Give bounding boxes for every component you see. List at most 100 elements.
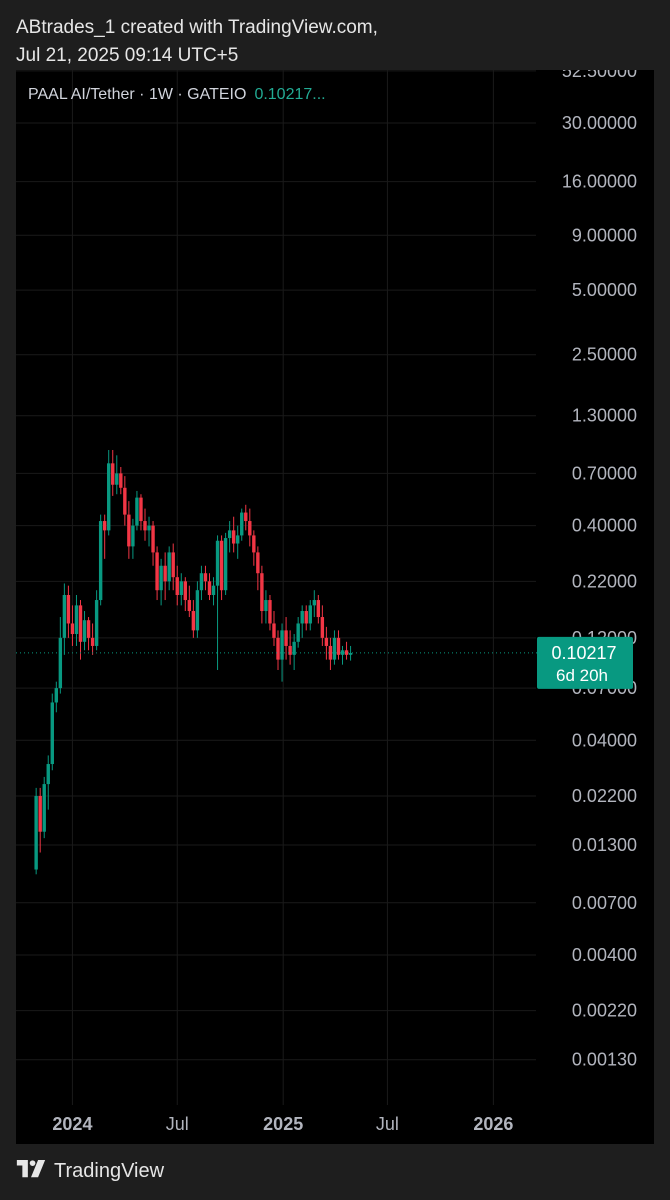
candle bbox=[155, 546, 159, 601]
candle bbox=[292, 634, 296, 670]
candle bbox=[123, 476, 127, 526]
candle-body bbox=[147, 525, 151, 531]
candle bbox=[272, 611, 276, 646]
candle-body bbox=[252, 535, 256, 553]
candle-body bbox=[62, 594, 67, 638]
symbol-legend[interactable]: PAAL AI/Tether · 1W · GATEIO 0.10217... bbox=[28, 86, 326, 104]
candle-body bbox=[348, 652, 353, 655]
candle bbox=[163, 552, 167, 601]
candle-body bbox=[292, 641, 296, 655]
candle-body bbox=[78, 605, 83, 642]
candle-body bbox=[107, 463, 111, 531]
chart-grid bbox=[16, 70, 536, 1105]
candle bbox=[147, 516, 151, 547]
candle-body bbox=[127, 514, 131, 547]
candle bbox=[203, 565, 208, 591]
candle-body bbox=[268, 600, 272, 624]
tradingview-footer: TradingView bbox=[16, 1156, 164, 1186]
candle bbox=[46, 755, 50, 810]
x-tick-label: 2026 bbox=[473, 1114, 513, 1134]
candle-body bbox=[50, 702, 54, 765]
candle-body bbox=[191, 611, 196, 631]
candle-body bbox=[280, 630, 284, 660]
candle bbox=[332, 630, 337, 665]
candle-body bbox=[135, 497, 139, 526]
candle-body bbox=[236, 535, 240, 544]
candle bbox=[195, 581, 200, 638]
candle bbox=[171, 543, 175, 591]
candle bbox=[300, 605, 304, 638]
candle bbox=[236, 525, 240, 559]
candle bbox=[191, 600, 196, 638]
candle-body bbox=[70, 623, 75, 635]
candle-body bbox=[143, 521, 147, 531]
y-tick-label: 0.02200 bbox=[572, 786, 637, 806]
candle bbox=[66, 585, 71, 638]
candle bbox=[336, 630, 341, 660]
candle-body bbox=[260, 573, 264, 612]
footer-brand: TradingView bbox=[54, 1159, 165, 1182]
candle bbox=[115, 455, 119, 495]
y-tick-label: 0.70000 bbox=[572, 463, 637, 483]
candle bbox=[304, 605, 308, 631]
legend-price: 0.10217... bbox=[254, 86, 326, 103]
candle-body bbox=[155, 552, 159, 591]
candle bbox=[42, 776, 46, 839]
y-tick-label: 0.22000 bbox=[572, 571, 637, 591]
candle bbox=[119, 466, 123, 495]
candle-body bbox=[159, 565, 163, 591]
candle bbox=[74, 594, 79, 646]
candle bbox=[252, 530, 256, 566]
candle bbox=[260, 565, 264, 624]
candle bbox=[90, 623, 95, 655]
y-tick-label: 2.50000 bbox=[572, 345, 637, 365]
candle-body bbox=[90, 637, 95, 646]
candle bbox=[244, 504, 248, 531]
candle bbox=[264, 590, 268, 624]
candle-body bbox=[340, 650, 345, 655]
candle-body bbox=[102, 521, 107, 531]
candle-body bbox=[38, 796, 42, 832]
candle-body bbox=[240, 512, 244, 536]
candle bbox=[276, 630, 280, 670]
candle-body bbox=[74, 605, 79, 635]
candle-body bbox=[66, 594, 71, 624]
candle-body bbox=[139, 497, 143, 522]
tradingview-logo-icon bbox=[16, 1160, 46, 1178]
candlestick-chart[interactable]: 52.50000 30.00000 16.00000 9.00000 5.00000 2.… bbox=[16, 70, 654, 1144]
candle bbox=[34, 787, 38, 875]
candle-body bbox=[123, 487, 127, 515]
candle-body bbox=[336, 637, 341, 655]
candle-body bbox=[344, 650, 349, 655]
chart-area[interactable]: 52.50000 30.00000 16.00000 9.00000 5.00000 2.… bbox=[16, 70, 654, 1144]
price-tag-countdown: 6d 20h bbox=[556, 666, 608, 685]
candle-body bbox=[256, 552, 260, 574]
candle bbox=[78, 600, 83, 660]
candle bbox=[231, 516, 236, 553]
price-tag-value: 0.10217 bbox=[551, 643, 616, 663]
candle bbox=[187, 585, 192, 618]
candle-body bbox=[304, 611, 308, 624]
candle bbox=[223, 532, 228, 595]
candle bbox=[135, 490, 139, 531]
caption-date-line: Jul 21, 2025 09:14 UTC+5 bbox=[16, 45, 239, 66]
y-tick-label: 16.00000 bbox=[562, 172, 637, 192]
y-tick-label: 0.00400 bbox=[572, 945, 637, 965]
candle bbox=[151, 521, 155, 566]
candle bbox=[344, 641, 349, 660]
x-tick-label: 2024 bbox=[52, 1114, 92, 1134]
candle bbox=[227, 521, 232, 553]
candle bbox=[139, 494, 143, 531]
candle-body bbox=[151, 525, 155, 553]
candle-body bbox=[58, 637, 63, 689]
candle bbox=[102, 514, 107, 559]
candle-body bbox=[207, 581, 212, 595]
candle bbox=[107, 449, 111, 536]
candle bbox=[98, 514, 103, 606]
candle-body bbox=[82, 620, 87, 642]
y-tick-label: 0.00220 bbox=[572, 1001, 637, 1021]
candle-body bbox=[203, 573, 208, 582]
candle bbox=[280, 623, 284, 682]
y-tick-label: 0.00700 bbox=[572, 893, 637, 913]
candle-body bbox=[223, 538, 228, 591]
